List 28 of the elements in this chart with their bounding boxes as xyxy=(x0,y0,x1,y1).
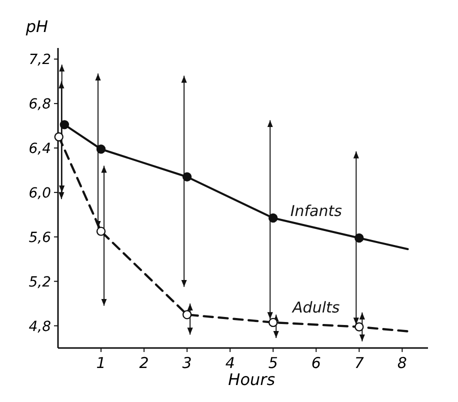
y-tick-label: 5,6 xyxy=(28,230,52,246)
point xyxy=(182,172,192,182)
x-tick-label: 8 xyxy=(397,354,407,372)
x-tick-label: 7 xyxy=(354,354,364,372)
point xyxy=(268,213,278,223)
y-tick-label: 6,4 xyxy=(28,141,51,157)
point xyxy=(354,322,364,332)
y-tick-label: 6,8 xyxy=(28,96,52,113)
x-tick-label: 5 xyxy=(268,354,278,372)
x-tick-label: 3 xyxy=(182,354,192,372)
point xyxy=(96,226,106,236)
x-tick-label: 2 xyxy=(139,354,149,372)
point xyxy=(182,310,192,320)
x-axis-title: Hours xyxy=(228,370,276,389)
x-tick-label: 1 xyxy=(96,354,106,372)
y-tick-label: 6,0 xyxy=(28,185,52,202)
x-tick-label: 4 xyxy=(225,354,235,372)
y-axis-title: pH xyxy=(24,17,48,36)
y-tick-label: 4,8 xyxy=(28,318,52,335)
series-label: Infants xyxy=(290,202,342,220)
y-tick-label: 7,2 xyxy=(28,52,52,68)
point xyxy=(354,233,364,243)
y-tick-label: 5,2 xyxy=(28,274,52,290)
point xyxy=(268,318,278,328)
point xyxy=(96,144,106,154)
series-label: Adults xyxy=(292,298,340,317)
point xyxy=(54,132,64,142)
x-tick-label: 6 xyxy=(311,354,321,372)
